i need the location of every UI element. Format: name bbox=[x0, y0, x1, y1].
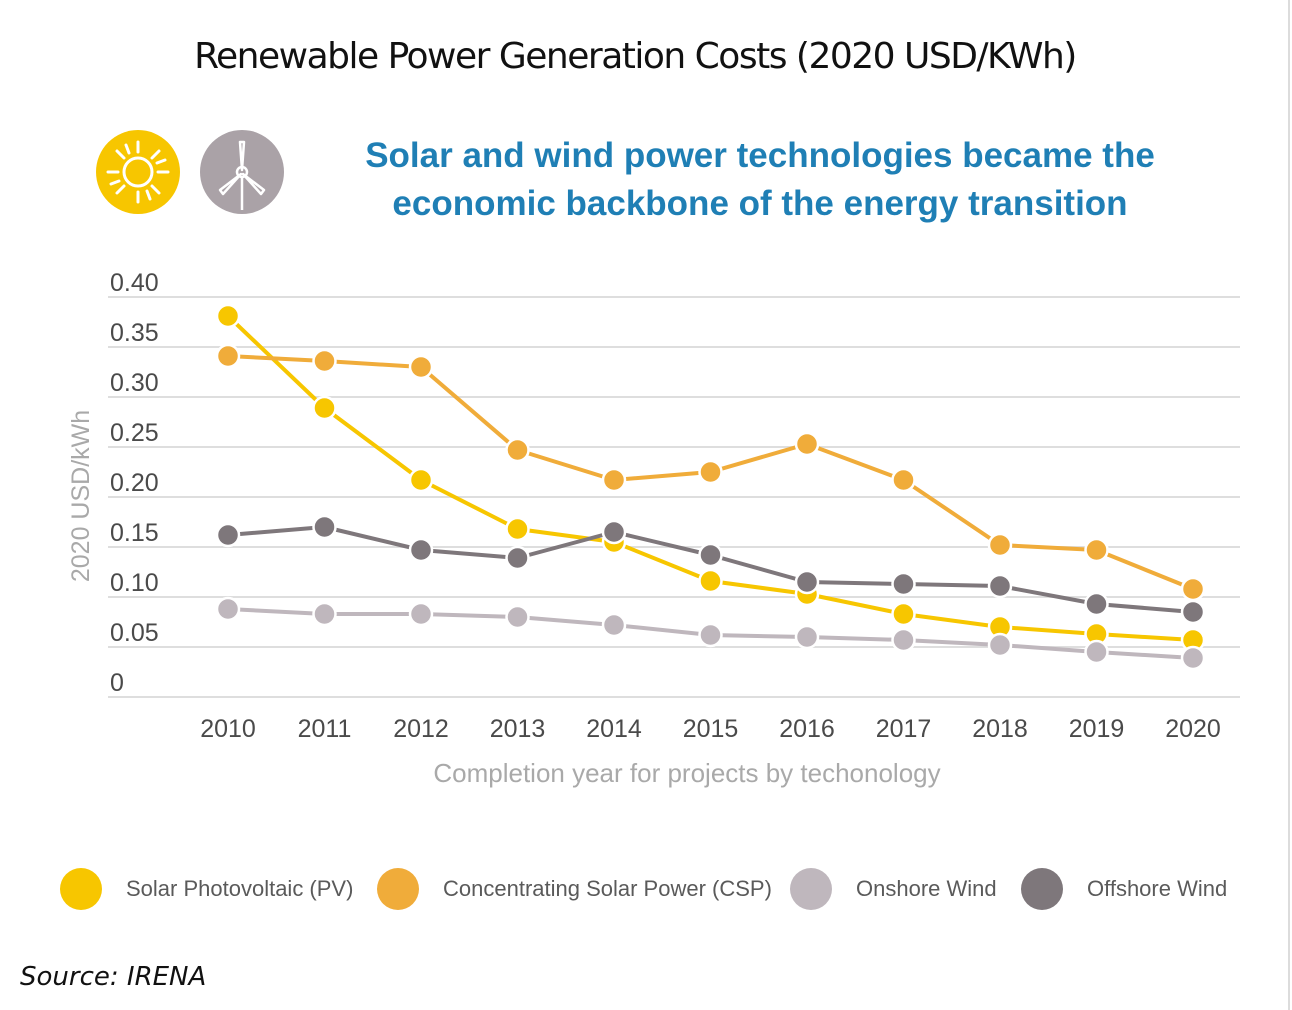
data-point-onshore-wind bbox=[312, 601, 337, 627]
x-tick-label: 2017 bbox=[876, 715, 932, 743]
y-tick-label: 0.05 bbox=[110, 619, 159, 647]
x-tick-label: 2013 bbox=[490, 715, 546, 743]
legend-swatch bbox=[60, 868, 102, 910]
data-point-concentrating-solar-power-csp bbox=[1180, 576, 1206, 602]
data-point-solar-photovoltaic-pv bbox=[698, 568, 723, 594]
x-tick-label: 2015 bbox=[683, 715, 739, 743]
data-point-solar-photovoltaic-pv bbox=[312, 395, 337, 421]
data-point-onshore-wind bbox=[601, 612, 627, 638]
x-tick-label: 2020 bbox=[1165, 715, 1221, 743]
data-point-offshore-wind bbox=[698, 542, 723, 568]
legend-label: Offshore Wind bbox=[1087, 876, 1228, 901]
data-point-offshore-wind bbox=[794, 569, 820, 595]
data-point-concentrating-solar-power-csp bbox=[312, 348, 337, 374]
data-point-onshore-wind bbox=[505, 604, 530, 630]
x-tick-label: 2016 bbox=[779, 715, 835, 743]
data-point-offshore-wind bbox=[408, 537, 434, 563]
legend-swatch bbox=[790, 868, 832, 910]
data-point-concentrating-solar-power-csp bbox=[891, 467, 916, 493]
headline-line-2: economic backbone of the energy transiti… bbox=[392, 184, 1128, 223]
y-tick-label: 0.15 bbox=[110, 519, 159, 547]
y-axis-title: 2020 USD/kWh bbox=[67, 410, 95, 582]
data-point-onshore-wind bbox=[891, 627, 916, 653]
x-tick-label: 2010 bbox=[200, 715, 256, 743]
y-tick-label: 0.20 bbox=[110, 469, 159, 497]
x-axis-title: Completion year for projects by techonol… bbox=[433, 758, 940, 788]
x-tick-label: 2019 bbox=[1069, 715, 1125, 743]
legend-label: Onshore Wind bbox=[856, 876, 997, 901]
data-point-concentrating-solar-power-csp bbox=[505, 437, 530, 463]
data-point-onshore-wind bbox=[408, 601, 434, 627]
y-tick-label: 0.40 bbox=[110, 269, 159, 297]
data-point-offshore-wind bbox=[891, 571, 916, 597]
data-point-offshore-wind bbox=[601, 519, 627, 545]
data-point-concentrating-solar-power-csp bbox=[408, 354, 434, 380]
y-tick-label: 0.10 bbox=[110, 569, 159, 597]
chart-legend: Solar Photovoltaic (PV) Concentrating Sol… bbox=[0, 866, 1292, 912]
data-point-onshore-wind bbox=[698, 622, 723, 648]
data-point-concentrating-solar-power-csp bbox=[601, 467, 627, 493]
data-point-offshore-wind bbox=[1180, 599, 1206, 625]
data-point-offshore-wind bbox=[987, 573, 1013, 599]
page-edge-rule bbox=[1288, 0, 1290, 1010]
data-point-offshore-wind bbox=[1084, 591, 1109, 617]
data-point-offshore-wind bbox=[505, 545, 530, 571]
data-point-solar-photovoltaic-pv bbox=[891, 601, 916, 627]
headline-line-1: Solar and wind power technologies became… bbox=[365, 136, 1155, 175]
data-point-onshore-wind bbox=[1084, 639, 1109, 665]
x-tick-label: 2011 bbox=[298, 715, 352, 743]
headline: Solar and wind power technologies became… bbox=[330, 132, 1190, 228]
legend-label: Concentrating Solar Power (CSP) bbox=[443, 876, 772, 901]
y-tick-label: 0.30 bbox=[110, 369, 159, 397]
sun-icon bbox=[96, 130, 180, 214]
data-point-offshore-wind bbox=[215, 522, 241, 548]
data-point-onshore-wind bbox=[794, 624, 820, 650]
legend-swatch bbox=[1021, 868, 1063, 910]
x-tick-label: 2012 bbox=[393, 715, 449, 743]
data-point-solar-photovoltaic-pv bbox=[215, 303, 241, 329]
x-tick-label: 2018 bbox=[972, 715, 1028, 743]
data-point-onshore-wind bbox=[1180, 645, 1206, 671]
y-tick-label: 0.25 bbox=[110, 419, 159, 447]
data-point-offshore-wind bbox=[312, 514, 337, 540]
line-chart: 0.40 0.35 0.30 0.25 0.20 0.15 0.10 0.05 0 2010 201… bbox=[67, 269, 1240, 788]
data-point-concentrating-solar-power-csp bbox=[794, 431, 820, 457]
page-title: Renewable Power Generation Costs (2020 U… bbox=[194, 36, 1077, 77]
data-point-solar-photovoltaic-pv bbox=[408, 467, 434, 493]
y-tick-label: 0 bbox=[110, 669, 124, 697]
data-point-solar-photovoltaic-pv bbox=[505, 516, 530, 542]
data-point-onshore-wind bbox=[215, 596, 241, 622]
y-tick-label: 0.35 bbox=[110, 319, 159, 347]
legend-label: Solar Photovoltaic (PV) bbox=[126, 876, 354, 901]
wind-turbine-icon bbox=[200, 130, 284, 214]
data-point-concentrating-solar-power-csp bbox=[698, 459, 723, 485]
data-point-concentrating-solar-power-csp bbox=[987, 532, 1013, 558]
legend-swatch bbox=[377, 868, 419, 910]
data-point-concentrating-solar-power-csp bbox=[1084, 537, 1109, 563]
data-point-concentrating-solar-power-csp bbox=[215, 343, 241, 369]
source-note: Source: IRENA bbox=[20, 962, 207, 992]
x-tick-label: 2014 bbox=[586, 715, 642, 743]
data-point-onshore-wind bbox=[987, 632, 1013, 658]
